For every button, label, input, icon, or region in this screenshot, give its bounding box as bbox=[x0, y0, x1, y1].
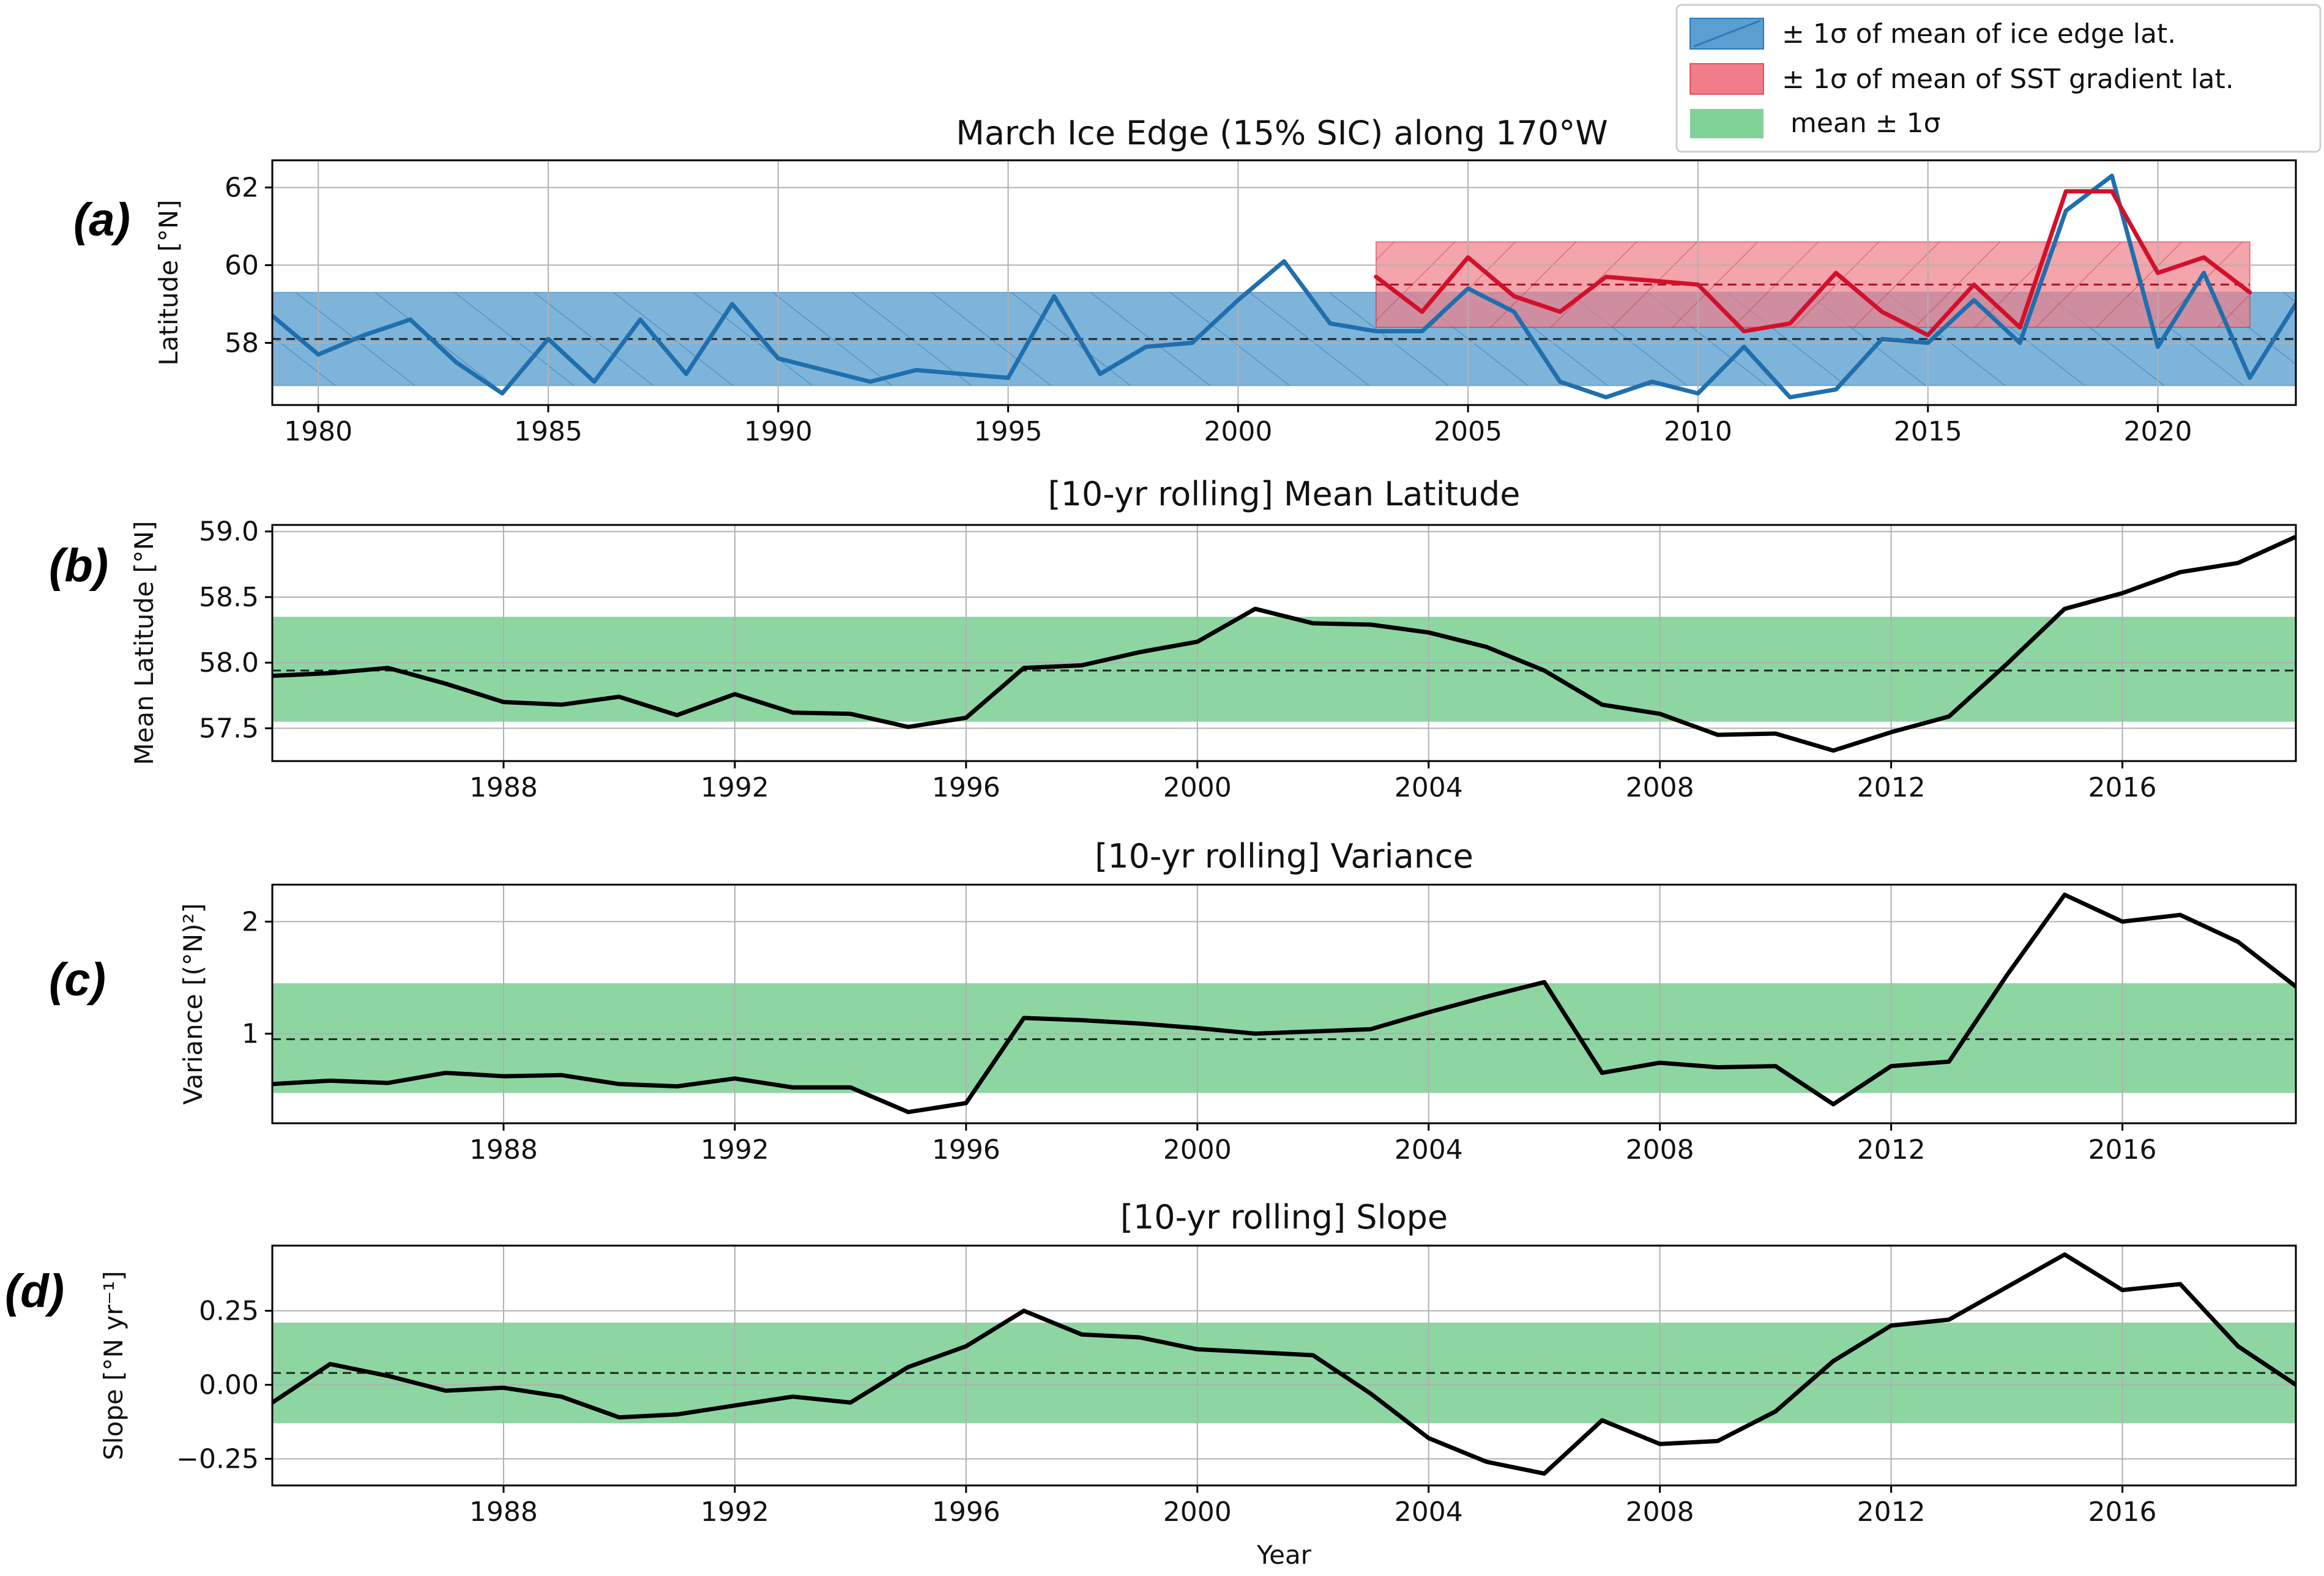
series-line-c-black bbox=[272, 893, 2296, 1115]
xtick-label-b: 2008 bbox=[1626, 772, 1694, 803]
axes-frame-d bbox=[271, 1244, 2297, 1487]
band-d-green bbox=[272, 1322, 2296, 1424]
ylabel-c: Variance [(°N)²] bbox=[178, 903, 208, 1105]
xtick-label-b: 2012 bbox=[1857, 772, 1926, 803]
axes-frame-a bbox=[271, 159, 2297, 406]
legend-entry-sst: ± 1σ of mean of SST gradient lat. bbox=[1689, 63, 2234, 95]
panel-d: 1988 1992 1996 2000 2004 2008 2012 2016 −0.25 0.0… bbox=[5, 1198, 2297, 1570]
band-c-green bbox=[272, 983, 2296, 1093]
panel-title-c: [10-yr rolling] Variance bbox=[1095, 837, 1473, 875]
xtick-label-a: 2020 bbox=[2124, 416, 2192, 447]
xtick-label-d: 2004 bbox=[1395, 1496, 1463, 1528]
xtick-label-c: 2004 bbox=[1395, 1134, 1463, 1165]
axes-frame-b bbox=[271, 524, 2297, 762]
panel-label-c: (c) bbox=[49, 954, 106, 1006]
axes-frame-c bbox=[271, 883, 2297, 1124]
xtick-label-c: 1988 bbox=[469, 1134, 538, 1165]
ytick-label-c: 2 bbox=[242, 906, 259, 937]
legend-swatch-green bbox=[1690, 109, 1763, 138]
xtick-label-b: 1992 bbox=[701, 772, 769, 803]
series-line-a-red bbox=[1374, 189, 2252, 338]
xtick-label-d: 2000 bbox=[1163, 1496, 1232, 1528]
xtick-label-a: 2015 bbox=[1894, 416, 1962, 447]
panel-title-a: March Ice Edge (15% SIC) along 170°W bbox=[956, 114, 1608, 152]
panel-title-b: [10-yr rolling] Mean Latitude bbox=[1048, 475, 1521, 513]
xtick-label-d: 1988 bbox=[469, 1496, 538, 1528]
ytick-label-d: −0.25 bbox=[176, 1443, 259, 1474]
panel-a: 1980 1985 1990 1995 2000 2005 2010 2015 2020 58 60… bbox=[73, 114, 2297, 447]
series-line-b-black bbox=[272, 534, 2296, 753]
xlabel-d: Year bbox=[1256, 1540, 1312, 1570]
xtick-label-b: 2004 bbox=[1395, 772, 1463, 803]
ytick-label-c: 1 bbox=[242, 1019, 259, 1050]
legend: ± 1σ of mean of ice edge lat. ± 1σ of me… bbox=[1675, 4, 2322, 153]
ylabel-a: Latitude [°N] bbox=[154, 199, 184, 365]
legend-label-mean: mean ± 1σ bbox=[1790, 108, 1941, 139]
xtick-label-c: 1996 bbox=[932, 1134, 1000, 1165]
xtick-label-d: 2008 bbox=[1626, 1496, 1694, 1528]
xtick-label-c: 2012 bbox=[1857, 1134, 1926, 1165]
xtick-label-b: 2000 bbox=[1163, 772, 1232, 803]
xtick-label-b: 2016 bbox=[2088, 772, 2157, 803]
panel-c: 1988 1992 1996 2000 2004 2008 2012 2016 1 2 [10-yr… bbox=[49, 837, 2297, 1165]
xtick-label-b: 1988 bbox=[469, 772, 538, 803]
xtick-label-a: 1985 bbox=[514, 416, 583, 447]
xtick-label-b: 1996 bbox=[932, 772, 1000, 803]
xtick-label-d: 2012 bbox=[1857, 1496, 1926, 1528]
xtick-label-a: 1990 bbox=[744, 416, 813, 447]
xtick-label-a: 1995 bbox=[974, 416, 1043, 447]
xtick-label-a: 2010 bbox=[1664, 416, 1732, 447]
ytick-label-a: 58 bbox=[225, 327, 259, 359]
legend-swatch-red bbox=[1689, 63, 1764, 95]
legend-label-sst: ± 1σ of mean of SST gradient lat. bbox=[1782, 64, 2234, 95]
xtick-label-c: 2016 bbox=[2088, 1134, 2157, 1165]
panel-label-a: (a) bbox=[73, 194, 130, 246]
ytick-label-b: 57.5 bbox=[199, 713, 259, 744]
ytick-label-b: 58.0 bbox=[199, 647, 259, 678]
xtick-label-d: 1992 bbox=[701, 1496, 769, 1528]
xtick-label-c: 2000 bbox=[1163, 1134, 1232, 1165]
panel-label-d: (d) bbox=[5, 1265, 64, 1317]
band-b-green bbox=[272, 617, 2296, 722]
xtick-label-d: 1996 bbox=[932, 1496, 1000, 1528]
ylabel-d: Slope [°N yr⁻¹] bbox=[99, 1271, 128, 1460]
ytick-label-b: 59.0 bbox=[199, 516, 259, 548]
panel-label-b: (b) bbox=[49, 540, 108, 592]
ytick-label-d: 0.25 bbox=[199, 1295, 259, 1326]
xtick-label-a: 2000 bbox=[1204, 416, 1272, 447]
xtick-label-c: 2008 bbox=[1626, 1134, 1694, 1165]
xtick-label-d: 2016 bbox=[2088, 1496, 2157, 1528]
xtick-label-a: 2005 bbox=[1434, 416, 1502, 447]
legend-entry-ice-edge: ± 1σ of mean of ice edge lat. bbox=[1689, 18, 2176, 50]
ytick-label-d: 0.00 bbox=[199, 1369, 259, 1400]
legend-entry-mean: mean ± 1σ bbox=[1690, 108, 1941, 139]
ytick-label-a: 62 bbox=[225, 172, 259, 203]
legend-hatch-blue bbox=[1693, 20, 1760, 48]
ytick-label-b: 58.5 bbox=[199, 582, 259, 613]
series-line-d-black bbox=[272, 1252, 2296, 1476]
legend-label-ice-edge: ± 1σ of mean of ice edge lat. bbox=[1782, 18, 2176, 50]
xtick-label-c: 1992 bbox=[701, 1134, 769, 1165]
panel-title-d: [10-yr rolling] Slope bbox=[1120, 1198, 1448, 1236]
series-line-a-blue bbox=[272, 173, 2296, 400]
xtick-label-a: 1980 bbox=[284, 416, 352, 447]
legend-frame bbox=[1675, 4, 2322, 153]
ytick-label-a: 60 bbox=[225, 250, 259, 281]
panel-b: 1988 1992 1996 2000 2004 2008 2012 2016 57.5 58.0… bbox=[49, 475, 2297, 803]
ylabel-b: Mean Latitude [°N] bbox=[129, 521, 159, 765]
